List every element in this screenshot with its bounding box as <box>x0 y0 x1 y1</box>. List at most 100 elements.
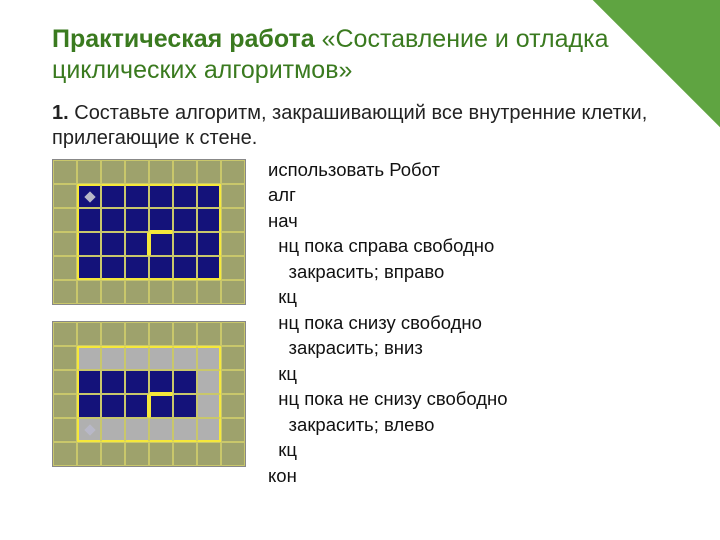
code-line: кон <box>268 465 297 486</box>
grid-cell <box>149 160 173 184</box>
grid-cell <box>149 184 173 208</box>
grid-cell <box>197 232 221 256</box>
grid-cell <box>173 160 197 184</box>
grid-cell <box>221 256 245 280</box>
grid-cell <box>149 394 173 418</box>
grid-cell <box>197 256 221 280</box>
grid-cell <box>125 370 149 394</box>
slide-content: Практическая работа «Составление и отлад… <box>0 0 720 488</box>
grid-cell <box>221 346 245 370</box>
grid-cell <box>77 442 101 466</box>
grid-cell <box>77 232 101 256</box>
grid-cell <box>149 280 173 304</box>
grid-cell <box>101 442 125 466</box>
grid-cell <box>149 442 173 466</box>
title-bold: Практическая работа <box>52 25 322 53</box>
code-line: кц <box>268 439 297 460</box>
grid-cell <box>77 208 101 232</box>
grid-cell <box>197 280 221 304</box>
grid-cell <box>197 346 221 370</box>
grid-cell <box>53 442 77 466</box>
grid-cell <box>197 394 221 418</box>
code-line: кц <box>268 286 297 307</box>
grid-cell <box>173 280 197 304</box>
grid-cell <box>77 346 101 370</box>
grid-cell <box>53 370 77 394</box>
grid-cell <box>173 370 197 394</box>
grid-cell <box>53 256 77 280</box>
task-body: Составьте алгоритм, закрашивающий все вн… <box>52 102 647 149</box>
grid-cell <box>125 208 149 232</box>
grid-cell <box>53 232 77 256</box>
grid-cell <box>101 280 125 304</box>
code-line: кц <box>268 363 297 384</box>
task-number: 1. <box>52 102 69 124</box>
grid-cell <box>125 280 149 304</box>
grid-cell <box>221 418 245 442</box>
grid-cell <box>101 208 125 232</box>
code-line: нц пока не снизу свободно <box>268 388 508 409</box>
grid-cell <box>149 418 173 442</box>
grid-cell <box>125 346 149 370</box>
grid-cell <box>173 394 197 418</box>
grids-column <box>52 159 246 489</box>
grid-cell <box>173 418 197 442</box>
code-line: нц пока справа свободно <box>268 235 494 256</box>
grid-cell <box>53 160 77 184</box>
grid-cell <box>197 370 221 394</box>
grid-cell <box>173 346 197 370</box>
grid-cell <box>197 322 221 346</box>
grid-cell <box>101 184 125 208</box>
grid-cell <box>221 184 245 208</box>
code-line: закрасить; вправо <box>268 261 444 282</box>
grid-cell <box>197 418 221 442</box>
grid-cell <box>197 184 221 208</box>
robot-marker <box>77 418 101 442</box>
grid-cell <box>173 442 197 466</box>
code-line: использовать Робот <box>268 159 440 180</box>
grid-cell <box>221 442 245 466</box>
grid-cell <box>53 394 77 418</box>
grid-cell <box>149 256 173 280</box>
grid-cell <box>221 322 245 346</box>
grid-cell <box>125 322 149 346</box>
grid-cell <box>221 394 245 418</box>
robot-grid-before <box>52 159 246 305</box>
slide-title: Практическая работа «Составление и отлад… <box>52 24 672 87</box>
grid-cell <box>125 418 149 442</box>
grid-cell <box>53 418 77 442</box>
code-line: закрасить; вниз <box>268 337 423 358</box>
grid-cell <box>125 442 149 466</box>
grid-cell <box>53 322 77 346</box>
grid-cell <box>101 418 125 442</box>
grid-cell <box>149 346 173 370</box>
grid-cell <box>125 394 149 418</box>
grid-cell <box>173 322 197 346</box>
grid-cell <box>77 160 101 184</box>
grid-cell <box>77 394 101 418</box>
algorithm-code: использовать Робот алг нач нц пока справ… <box>268 157 508 489</box>
code-line: алг <box>268 184 296 205</box>
grid-cell <box>173 256 197 280</box>
grid-cell <box>197 160 221 184</box>
grid-cell <box>149 232 173 256</box>
grid-cell <box>101 322 125 346</box>
code-line: нц пока снизу свободно <box>268 312 482 333</box>
grid-cell <box>53 208 77 232</box>
grid-cell <box>197 208 221 232</box>
grid-cell <box>149 370 173 394</box>
grid-cell <box>77 256 101 280</box>
grid-cell <box>77 322 101 346</box>
grid-cell <box>101 346 125 370</box>
grid-cell <box>173 232 197 256</box>
grid-cell <box>221 370 245 394</box>
task-text: 1. Составьте алгоритм, закрашивающий все… <box>52 101 672 151</box>
grid-cell <box>101 256 125 280</box>
grid-cell <box>77 370 101 394</box>
main-row: использовать Робот алг нач нц пока справ… <box>52 157 672 489</box>
robot-grid-after <box>52 321 246 467</box>
grid-cell <box>53 184 77 208</box>
grid-cell <box>173 208 197 232</box>
grid-cell <box>221 160 245 184</box>
grid-cell <box>77 280 101 304</box>
